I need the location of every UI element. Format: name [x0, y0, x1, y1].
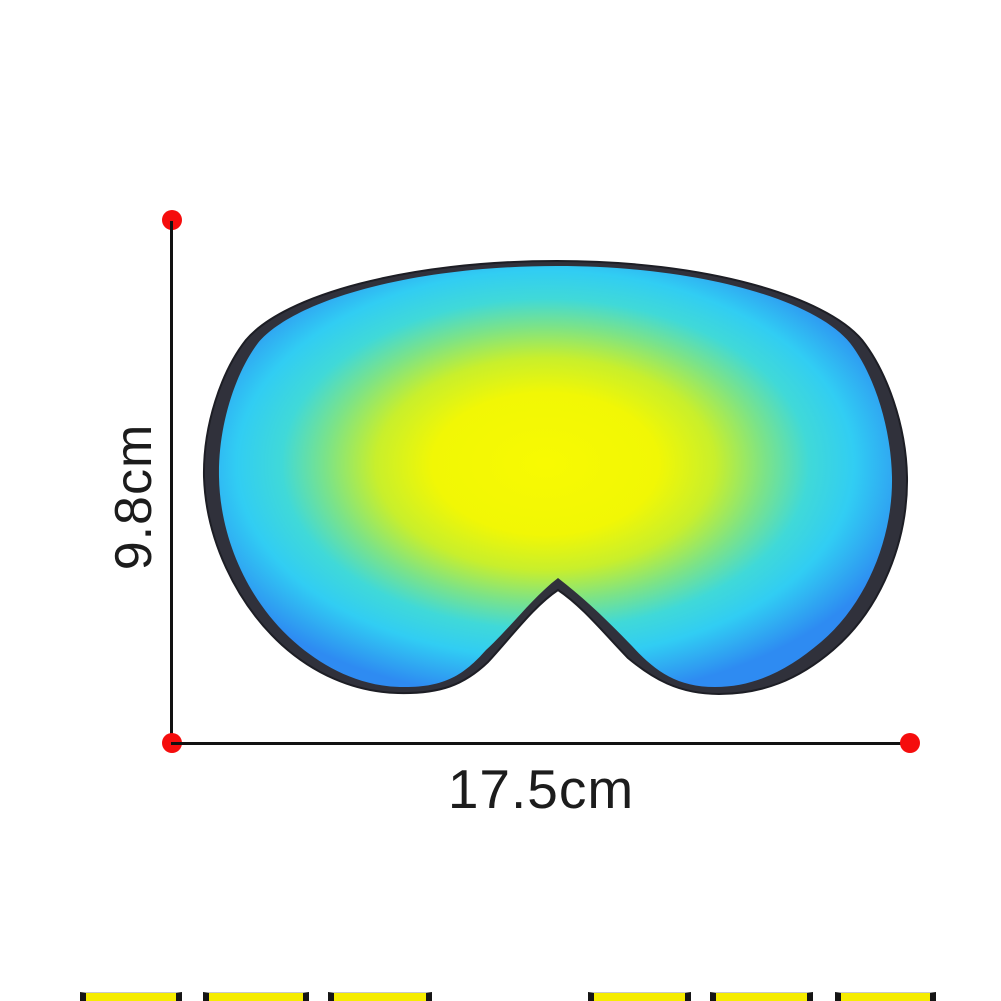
width-dimension-right-dot [900, 733, 920, 753]
height-dimension-top-dot [162, 210, 182, 230]
width-dimension-line [171, 742, 911, 745]
height-dimension-label: 9.8cm [105, 423, 163, 571]
thumbnail-bar[interactable] [203, 992, 309, 1001]
height-dimension-line [170, 221, 173, 744]
thumbnail-bar[interactable] [80, 992, 182, 1001]
thumbnail-bar[interactable] [710, 992, 813, 1001]
thumbnail-bar[interactable] [588, 992, 691, 1001]
goggle-lens [218, 266, 893, 688]
thumbnail-bar[interactable] [328, 992, 432, 1001]
thumbnail-bar[interactable] [835, 992, 936, 1001]
width-dimension-label: 17.5cm [447, 758, 635, 820]
